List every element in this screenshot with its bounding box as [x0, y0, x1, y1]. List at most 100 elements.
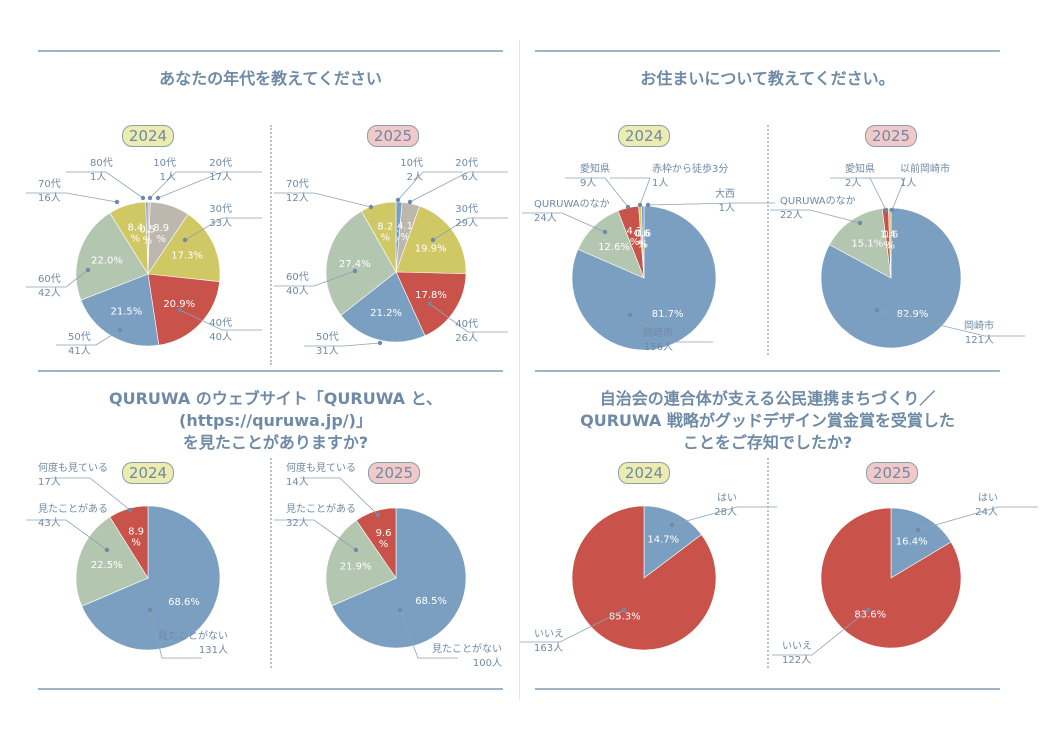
pie-pct-label-age-2025-3: 17.8% [415, 290, 447, 301]
leader-line-age-2025-3 [429, 303, 508, 333]
leader-line-residence-2024-1 [522, 212, 606, 233]
leader-line-age-2025-2 [432, 217, 508, 241]
callout-category: 80代 [90, 158, 113, 169]
pie-slice-award-2025-0 [890, 507, 952, 579]
leader-dot-website-2024-0 [147, 607, 153, 613]
year-badge-2025-age: 2025 [367, 125, 419, 147]
leader-dot-residence-2024-2 [625, 204, 631, 210]
chart-title-age: あなたの年代を教えてください [159, 69, 382, 88]
leader-line-website-2024-0 [149, 609, 202, 659]
callout-residence-2025-2: 愛知県 2人 [845, 163, 875, 191]
chart-title-award: 自治会の連合体が支える公民連携まちづくり／ QURUWA 戦略がグッドデザイン賞… [580, 389, 955, 452]
callout-age-2024-5: 60代 42人 [38, 273, 61, 301]
callout-residence-2024-1: QURUWAのなか 24人 [534, 198, 610, 226]
pie-pct-label-age-2025-0: 1.4% [390, 224, 406, 246]
pie-pct-label-award-2024-0: 14.7% [647, 534, 679, 545]
callout-age-2025-3: 40代 26人 [455, 318, 478, 346]
callout-category: 見たことがない [158, 631, 228, 642]
callout-count: 29人 [455, 218, 478, 229]
pie-slice-age-2025-5 [325, 210, 397, 316]
callout-age-2025-6: 70代 12人 [286, 178, 309, 206]
leader-dot-residence-2025-0 [874, 307, 880, 313]
callout-count: 1人 [900, 178, 917, 189]
leader-line-age-2024-5 [26, 269, 89, 288]
callout-residence-2025-3: 以前岡崎市 1人 [900, 163, 950, 191]
mid-rule-right [535, 370, 1000, 372]
callout-count: 40人 [209, 332, 232, 343]
leader-dot-age-2024-2 [182, 237, 188, 243]
leader-dot-residence-2024-4 [645, 202, 651, 208]
leader-line-age-2025-1 [409, 171, 508, 203]
callout-category: 60代 [38, 274, 61, 285]
leader-dot-age-2025-2 [430, 237, 436, 243]
callout-age-2025-0: 10代 2人 [400, 157, 423, 185]
callout-category: 愛知県 [845, 164, 875, 175]
callout-count: 17人 [38, 477, 61, 488]
leader-dot-award-2025-1 [865, 607, 871, 613]
pie-slice-award-2025-1 [820, 507, 962, 649]
leader-line-residence-2025-3 [865, 177, 906, 211]
callout-category: 以前岡崎市 [900, 164, 950, 175]
pie-pct-label-residence-2025-2: 1.4% [880, 230, 896, 252]
pie-pct-label-age-2025-5: 27.4% [339, 259, 371, 270]
leader-line-award-2025-1 [772, 609, 869, 656]
pie-slice-age-2024-5 [75, 212, 149, 301]
bottom-rule-left [38, 688, 503, 690]
leader-dot-age-2024-0 [147, 195, 153, 201]
leader-line-age-2024-7 [66, 171, 144, 199]
page-gutter [519, 40, 520, 700]
leader-dot-age-2024-6 [114, 199, 120, 205]
leader-line-website-2025-2 [300, 477, 379, 516]
leader-line-award-2024-0 [671, 506, 777, 526]
pie-pct-label-website-2025-1: 21.9% [340, 561, 372, 572]
leader-line-website-2025-1 [274, 519, 357, 551]
callout-category: 何度も見ている [38, 463, 108, 474]
leader-dot-age-2025-6 [368, 204, 374, 210]
leader-line-age-2024-1 [157, 171, 262, 199]
callout-age-2024-4: 50代 41人 [68, 331, 91, 359]
callout-category: 30代 [455, 204, 478, 215]
leader-dot-age-2024-1 [155, 195, 161, 201]
pie-pct-label-award-2025-0: 16.4% [896, 536, 928, 547]
leader-dot-age-2025-3 [427, 301, 433, 307]
callout-count: 14人 [286, 477, 309, 488]
callout-category: いいえ [782, 641, 812, 652]
pie-slice-age-2025-6 [361, 201, 397, 274]
callout-residence-2024-0: 岡崎市 156人 [643, 327, 673, 355]
leader-line-age-2025-4 [304, 342, 381, 347]
callout-residence-2024-3: 赤枠から徒歩3分 1人 [652, 163, 728, 191]
year-badge-2025-award: 2025 [866, 462, 918, 484]
leader-dot-residence-2025-3 [889, 207, 895, 213]
leader-line-residence-2025-1 [770, 209, 861, 224]
callout-category: 何度も見ている [286, 463, 356, 474]
pie-slice-residence-2025-3 [888, 207, 892, 279]
chart-title-website: QURUWA のウェブサイト「QURUWA と、(https://quruwa.… [109, 389, 442, 452]
callout-category: 岡崎市 [643, 328, 673, 339]
leader-line-age-2025-5 [274, 270, 356, 287]
year-badge-2025-website: 2025 [368, 462, 420, 484]
pie-pct-label-residence-2025-0: 82.9% [897, 309, 929, 320]
callout-count: 1人 [652, 178, 669, 189]
callout-category: 愛知県 [580, 164, 610, 175]
callout-age-2024-6: 70代 16人 [38, 178, 61, 206]
callout-age-2025-5: 60代 40人 [286, 271, 309, 299]
callout-category: 岡崎市 [964, 321, 994, 332]
pie-pct-label-website-2024-2: 8.9% [128, 526, 144, 548]
callout-count: 122人 [782, 655, 812, 666]
pie-slice-age-2025-4 [340, 271, 426, 343]
pie-pct-label-residence-2024-2: 4.7% [627, 226, 643, 248]
pie-slice-residence-2025-1 [829, 208, 892, 279]
pie-slice-age-2024-4 [80, 273, 160, 347]
bottom-rule-right [535, 688, 1000, 690]
pie-pct-label-age-2024-1: 8.9% [153, 223, 169, 245]
pie-pct-label-age-2024-5: 22.0% [91, 255, 123, 266]
callout-age-2024-1: 20代 17人 [209, 157, 232, 185]
callout-residence-2024-2: 愛知県 9人 [580, 163, 610, 191]
callout-category: 40代 [455, 319, 478, 330]
pie-pct-label-award-2024-1: 85.3% [609, 612, 641, 623]
pie-pct-label-age-2025-2: 19.9% [415, 243, 447, 254]
pie-slice-website-2025-2 [355, 507, 397, 579]
callout-category: 50代 [316, 332, 339, 343]
callout-age-2024-0: 10代 1人 [153, 157, 176, 185]
leader-dot-age-2024-7 [140, 195, 146, 201]
